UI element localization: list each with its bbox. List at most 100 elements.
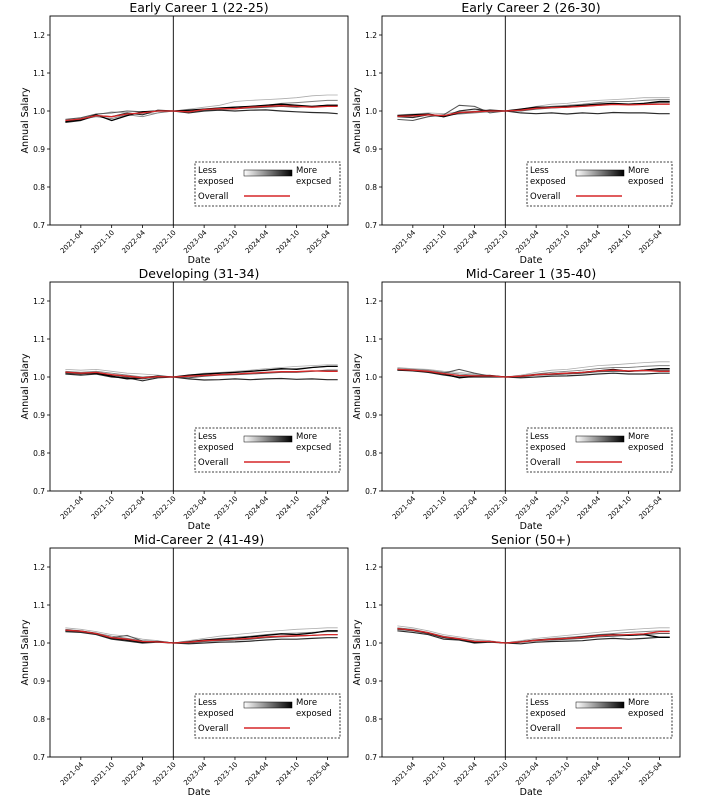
y-tick-label: 1.0 [33, 373, 45, 382]
legend-more-line1: More [296, 432, 317, 442]
x-tick-label: 2022-04 [453, 228, 480, 255]
y-tick-label: 0.8 [33, 183, 45, 192]
x-tick-label: 2024-10 [275, 229, 301, 255]
panel-title: Mid-Career 1 (35-40) [466, 266, 596, 281]
axes-frame [381, 281, 681, 492]
x-tick-label: 2024-04 [576, 228, 603, 255]
x-tick-label: 2025-04 [638, 494, 665, 521]
axes-frame [49, 15, 349, 226]
legend-overall-label: Overall [530, 724, 560, 734]
x-tick-label: 2021-10 [90, 761, 116, 787]
panel-title: Early Career 2 (26-30) [461, 0, 600, 15]
x-tick-label: 2022-10 [483, 761, 509, 787]
axes-frame [49, 547, 349, 758]
y-tick-label: 0.7 [33, 487, 45, 496]
panel-title: Senior (50+) [491, 532, 571, 547]
y-tick-label: 0.9 [33, 677, 45, 686]
y-axis-label: Annual Salary [352, 87, 363, 153]
legend-more-line1: More [628, 432, 649, 442]
x-tick-label: 2022-04 [453, 760, 480, 787]
legend-overall-label: Overall [530, 458, 560, 468]
x-tick-label: 2022-04 [121, 494, 148, 521]
legend-box [194, 161, 341, 207]
series-line-overall [397, 627, 670, 644]
x-tick-label: 2022-04 [121, 760, 148, 787]
x-tick-label: 2025-04 [306, 494, 333, 521]
series-line-quintile-5 [397, 100, 670, 118]
x-axis-label: Date [188, 521, 211, 532]
x-tick-label: 2021-10 [90, 229, 116, 255]
x-tick-label: 2024-10 [275, 495, 301, 521]
series-line-quintile-4 [397, 630, 670, 645]
y-axis-label: Annual Salary [352, 353, 363, 419]
x-tick-label: 2024-04 [576, 494, 603, 521]
x-tick-label: 2021-04 [391, 228, 418, 255]
y-tick-label: 0.9 [365, 677, 377, 686]
x-tick-label: 2023-10 [545, 495, 571, 521]
x-tick-label: 2024-04 [576, 760, 603, 787]
legend-overall-label: Overall [530, 192, 560, 202]
panel-title: Developing (31-34) [139, 266, 260, 281]
legend-box [194, 427, 341, 473]
x-tick-label: 2021-10 [422, 229, 448, 255]
legend-overall-label: Overall [198, 192, 228, 202]
y-axis-label: Annual Salary [20, 87, 31, 153]
panel-5: Mid-Career 2 (41-49) 0.7 0.8 0.9 1.0 1.1 1.2 An… [20, 532, 349, 798]
legend-more-line2: exposed [296, 709, 332, 719]
x-axis-label: Date [520, 787, 543, 798]
y-tick-label: 1.1 [33, 335, 45, 344]
series-line-quintile-5 [65, 365, 338, 380]
y-tick-label: 0.7 [365, 487, 377, 496]
x-tick-label: 2021-10 [422, 495, 448, 521]
series-line-quintile-1 [65, 627, 338, 644]
x-tick-label: 2023-10 [213, 761, 239, 787]
x-axis-label: Date [520, 255, 543, 266]
legend-box [526, 161, 673, 207]
x-tick-label: 2023-04 [514, 228, 541, 255]
y-tick-label: 1.1 [365, 601, 377, 610]
x-tick-label: 2022-10 [151, 229, 177, 255]
x-tick-label: 2024-04 [244, 494, 271, 521]
legend-more-line1: More [296, 698, 317, 708]
panel-title: Early Career 1 (22-25) [129, 0, 268, 15]
panel-6: Senior (50+) 0.7 0.8 0.9 1.0 1.1 1.2 Annual Sal… [352, 532, 681, 798]
legend-overall-label: Overall [198, 458, 228, 468]
y-tick-label: 0.7 [365, 221, 377, 230]
y-tick-label: 0.8 [365, 183, 377, 192]
x-axis-label: Date [188, 255, 211, 266]
y-axis-label: Annual Salary [20, 619, 31, 685]
y-tick-label: 0.8 [365, 715, 377, 724]
y-tick-label: 1.1 [33, 69, 45, 78]
y-tick-label: 1.2 [365, 31, 377, 40]
y-tick-label: 1.2 [365, 563, 377, 572]
axes-frame [381, 547, 681, 758]
x-tick-label: 2023-04 [514, 760, 541, 787]
y-tick-label: 1.1 [33, 601, 45, 610]
x-tick-label: 2023-04 [514, 494, 541, 521]
legend-less-line2: exposed [198, 443, 234, 453]
y-tick-label: 0.9 [365, 145, 377, 154]
x-tick-label: 2023-10 [213, 229, 239, 255]
legend-gradient-bar [243, 169, 293, 177]
x-tick-label: 2023-10 [545, 761, 571, 787]
x-tick-label: 2022-10 [483, 495, 509, 521]
panel-2: Early Career 2 (26-30) 0.7 0.8 0.9 1.0 1.1 1.2… [352, 0, 681, 266]
x-axis-label: Date [188, 787, 211, 798]
y-tick-label: 1.2 [33, 297, 45, 306]
x-tick-label: 2021-04 [59, 494, 86, 521]
x-tick-label: 2023-10 [213, 495, 239, 521]
series-line-overall [65, 105, 338, 122]
axes-frame [49, 281, 349, 492]
x-tick-label: 2022-10 [151, 495, 177, 521]
legend-less-line2: exposed [530, 443, 566, 453]
x-tick-label: 2021-10 [422, 761, 448, 787]
series-line-quintile-4 [397, 369, 670, 379]
series-line-quintile-3 [65, 104, 338, 120]
legend-less-line2: exposed [530, 709, 566, 719]
legend-gradient-bar [575, 701, 625, 709]
axes-frame [381, 15, 681, 226]
series-line-overall [65, 629, 338, 644]
series-line-quintile-4 [65, 373, 338, 382]
y-tick-label: 0.9 [365, 411, 377, 420]
y-tick-label: 1.2 [33, 31, 45, 40]
